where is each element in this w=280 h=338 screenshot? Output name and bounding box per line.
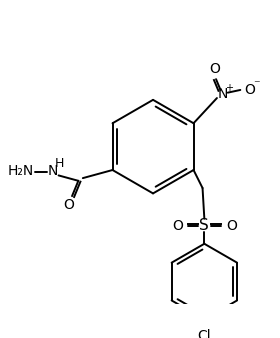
Text: O: O — [226, 219, 237, 233]
Text: +: + — [225, 83, 233, 93]
Text: ⁻: ⁻ — [253, 78, 260, 91]
Text: H: H — [55, 157, 64, 170]
Text: N: N — [217, 88, 228, 101]
Text: Cl: Cl — [197, 329, 211, 338]
Text: O: O — [244, 83, 255, 97]
Text: O: O — [210, 62, 221, 76]
Text: S: S — [199, 218, 209, 233]
Text: O: O — [63, 198, 74, 212]
Text: N: N — [48, 164, 58, 178]
Text: H₂N: H₂N — [8, 164, 34, 178]
Text: O: O — [172, 219, 183, 233]
